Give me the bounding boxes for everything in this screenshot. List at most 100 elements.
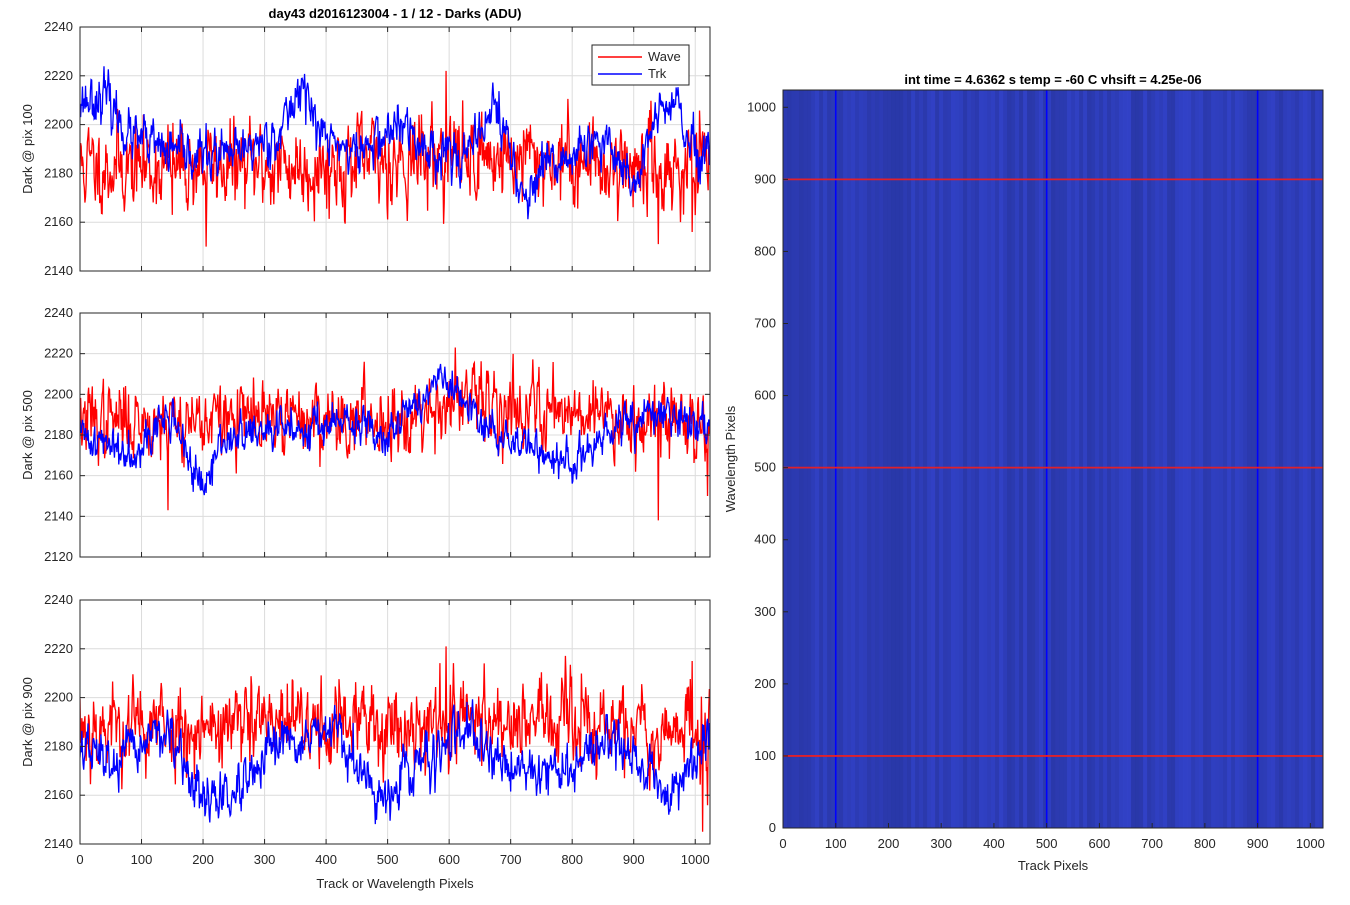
dark-image-column	[1199, 90, 1204, 828]
dark-image-column	[943, 90, 948, 828]
image-title: int time = 4.6362 s temp = -60 C vhsift …	[904, 72, 1201, 87]
legend-box	[591, 44, 690, 86]
dark-image-column	[1027, 90, 1032, 828]
x-axis-label: Track or Wavelength Pixels	[316, 876, 474, 891]
dark-image-column	[851, 90, 856, 828]
dark-image-column	[847, 90, 852, 828]
dark-image-column	[1127, 90, 1132, 828]
x-tick-label: 300	[930, 836, 952, 851]
y-tick-label: 0	[769, 820, 776, 835]
dark-image-column	[1227, 90, 1232, 828]
dark-image-column	[1271, 90, 1276, 828]
dark-image-column	[1219, 90, 1224, 828]
y-tick-label: 1000	[747, 99, 776, 114]
dark-image-column	[1295, 90, 1300, 828]
dark-image-column	[1023, 90, 1028, 828]
dark-image-column	[803, 90, 808, 828]
x-tick-label: 100	[131, 852, 153, 867]
dark-image-column	[1107, 90, 1112, 828]
dark-image-column	[839, 90, 844, 828]
dark-image-column	[1031, 90, 1036, 828]
dark-image-column	[807, 90, 812, 828]
legend-label-wave: Wave	[648, 49, 681, 64]
dark-image-column	[1311, 90, 1316, 828]
dark-image-column	[1155, 90, 1160, 828]
series-line-trk	[80, 363, 710, 496]
axes-dark-image[interactable]: 0 100 200 300 400 500 600 700 800 900 1000 0 100 200 3…	[723, 72, 1325, 873]
x-tick-label: 0	[779, 836, 786, 851]
y-tick-label: 2220	[44, 641, 73, 656]
dark-image-column	[1091, 90, 1096, 828]
y-tick-label: 800	[754, 243, 776, 258]
dark-image-column	[1287, 90, 1292, 828]
series-line-trk	[80, 699, 710, 825]
x-tick-label: 300	[254, 852, 276, 867]
dark-image-column	[999, 90, 1004, 828]
y-axis-label: Wavelength Pixels	[723, 405, 738, 512]
dark-image-column	[1175, 90, 1180, 828]
dark-image-column	[791, 90, 796, 828]
y-tick-label: 2180	[44, 165, 73, 180]
dark-image-column	[1259, 90, 1264, 828]
dark-image-column	[971, 90, 976, 828]
x-tick-label: 500	[377, 852, 399, 867]
y-tick-label: 2160	[44, 468, 73, 483]
dark-image-column	[1307, 90, 1312, 828]
dark-image-column	[1299, 90, 1304, 828]
axes-dark-pix-900[interactable]: 0 100 200 300 400 500 600 700 800 900 1000 2140 2160…	[20, 592, 711, 891]
dark-image-column	[1003, 90, 1008, 828]
dark-image-column	[1059, 90, 1064, 828]
y-tick-label: 900	[754, 171, 776, 186]
image-axes-box	[782, 89, 1324, 829]
y-tick-label: 2220	[44, 346, 73, 361]
dark-image-column	[843, 90, 848, 828]
y-tick-label: 2140	[44, 263, 73, 278]
dark-image-column	[1015, 90, 1020, 828]
y-tick-label: 2240	[44, 592, 73, 607]
legend[interactable]: Wave Trk	[591, 44, 690, 86]
x-tick-label: 200	[192, 852, 214, 867]
x-tick-label: 700	[500, 852, 522, 867]
axes-dark-pix-500[interactable]: 2120 2140 2160 2180 2200 2220 2240 Dark @ pix 5…	[20, 305, 711, 564]
dark-image-column	[1247, 90, 1252, 828]
dark-image-column	[1067, 90, 1072, 828]
dark-image-column	[867, 90, 872, 828]
dark-image-column	[987, 90, 992, 828]
legend-label-trk: Trk	[648, 66, 667, 81]
dark-image-column	[1195, 90, 1200, 828]
axes-dark-pix-100[interactable]: 2140 2160 2180 2200 2220 2240 Dark @ pix 100 Wa…	[20, 19, 711, 278]
y-tick-label: 2120	[44, 549, 73, 564]
dark-image-column	[1239, 90, 1244, 828]
dark-image-column	[835, 90, 840, 828]
dark-image-column	[1131, 90, 1136, 828]
x-tick-label: 100	[825, 836, 847, 851]
dark-image-column	[963, 90, 968, 828]
dark-image-column	[1115, 90, 1120, 828]
y-tick-label: 300	[754, 604, 776, 619]
dark-image-column	[903, 90, 908, 828]
y-tick-label: 2200	[44, 386, 73, 401]
x-tick-label: 700	[1141, 836, 1163, 851]
dark-image-column	[883, 90, 888, 828]
y-tick-label: 2220	[44, 68, 73, 83]
dark-image-column	[1231, 90, 1236, 828]
dark-image-column	[1019, 90, 1024, 828]
dark-image-column	[827, 90, 832, 828]
dark-image-columns	[783, 90, 1324, 828]
x-axis-label: Track Pixels	[1018, 858, 1089, 873]
dark-image-column	[1083, 90, 1088, 828]
dark-image-column	[1151, 90, 1156, 828]
dark-image-column	[1135, 90, 1140, 828]
y-tick-label: 400	[754, 532, 776, 547]
dark-image-column	[819, 90, 824, 828]
dark-image-column	[1159, 90, 1164, 828]
dark-image-column	[1235, 90, 1240, 828]
dark-image-column	[995, 90, 1000, 828]
dark-image-column	[1263, 90, 1268, 828]
dark-image-column	[891, 90, 896, 828]
dark-image-column	[1007, 90, 1012, 828]
x-tick-label: 200	[878, 836, 900, 851]
dark-image-column	[1251, 90, 1256, 828]
dark-image-column	[1047, 90, 1052, 828]
